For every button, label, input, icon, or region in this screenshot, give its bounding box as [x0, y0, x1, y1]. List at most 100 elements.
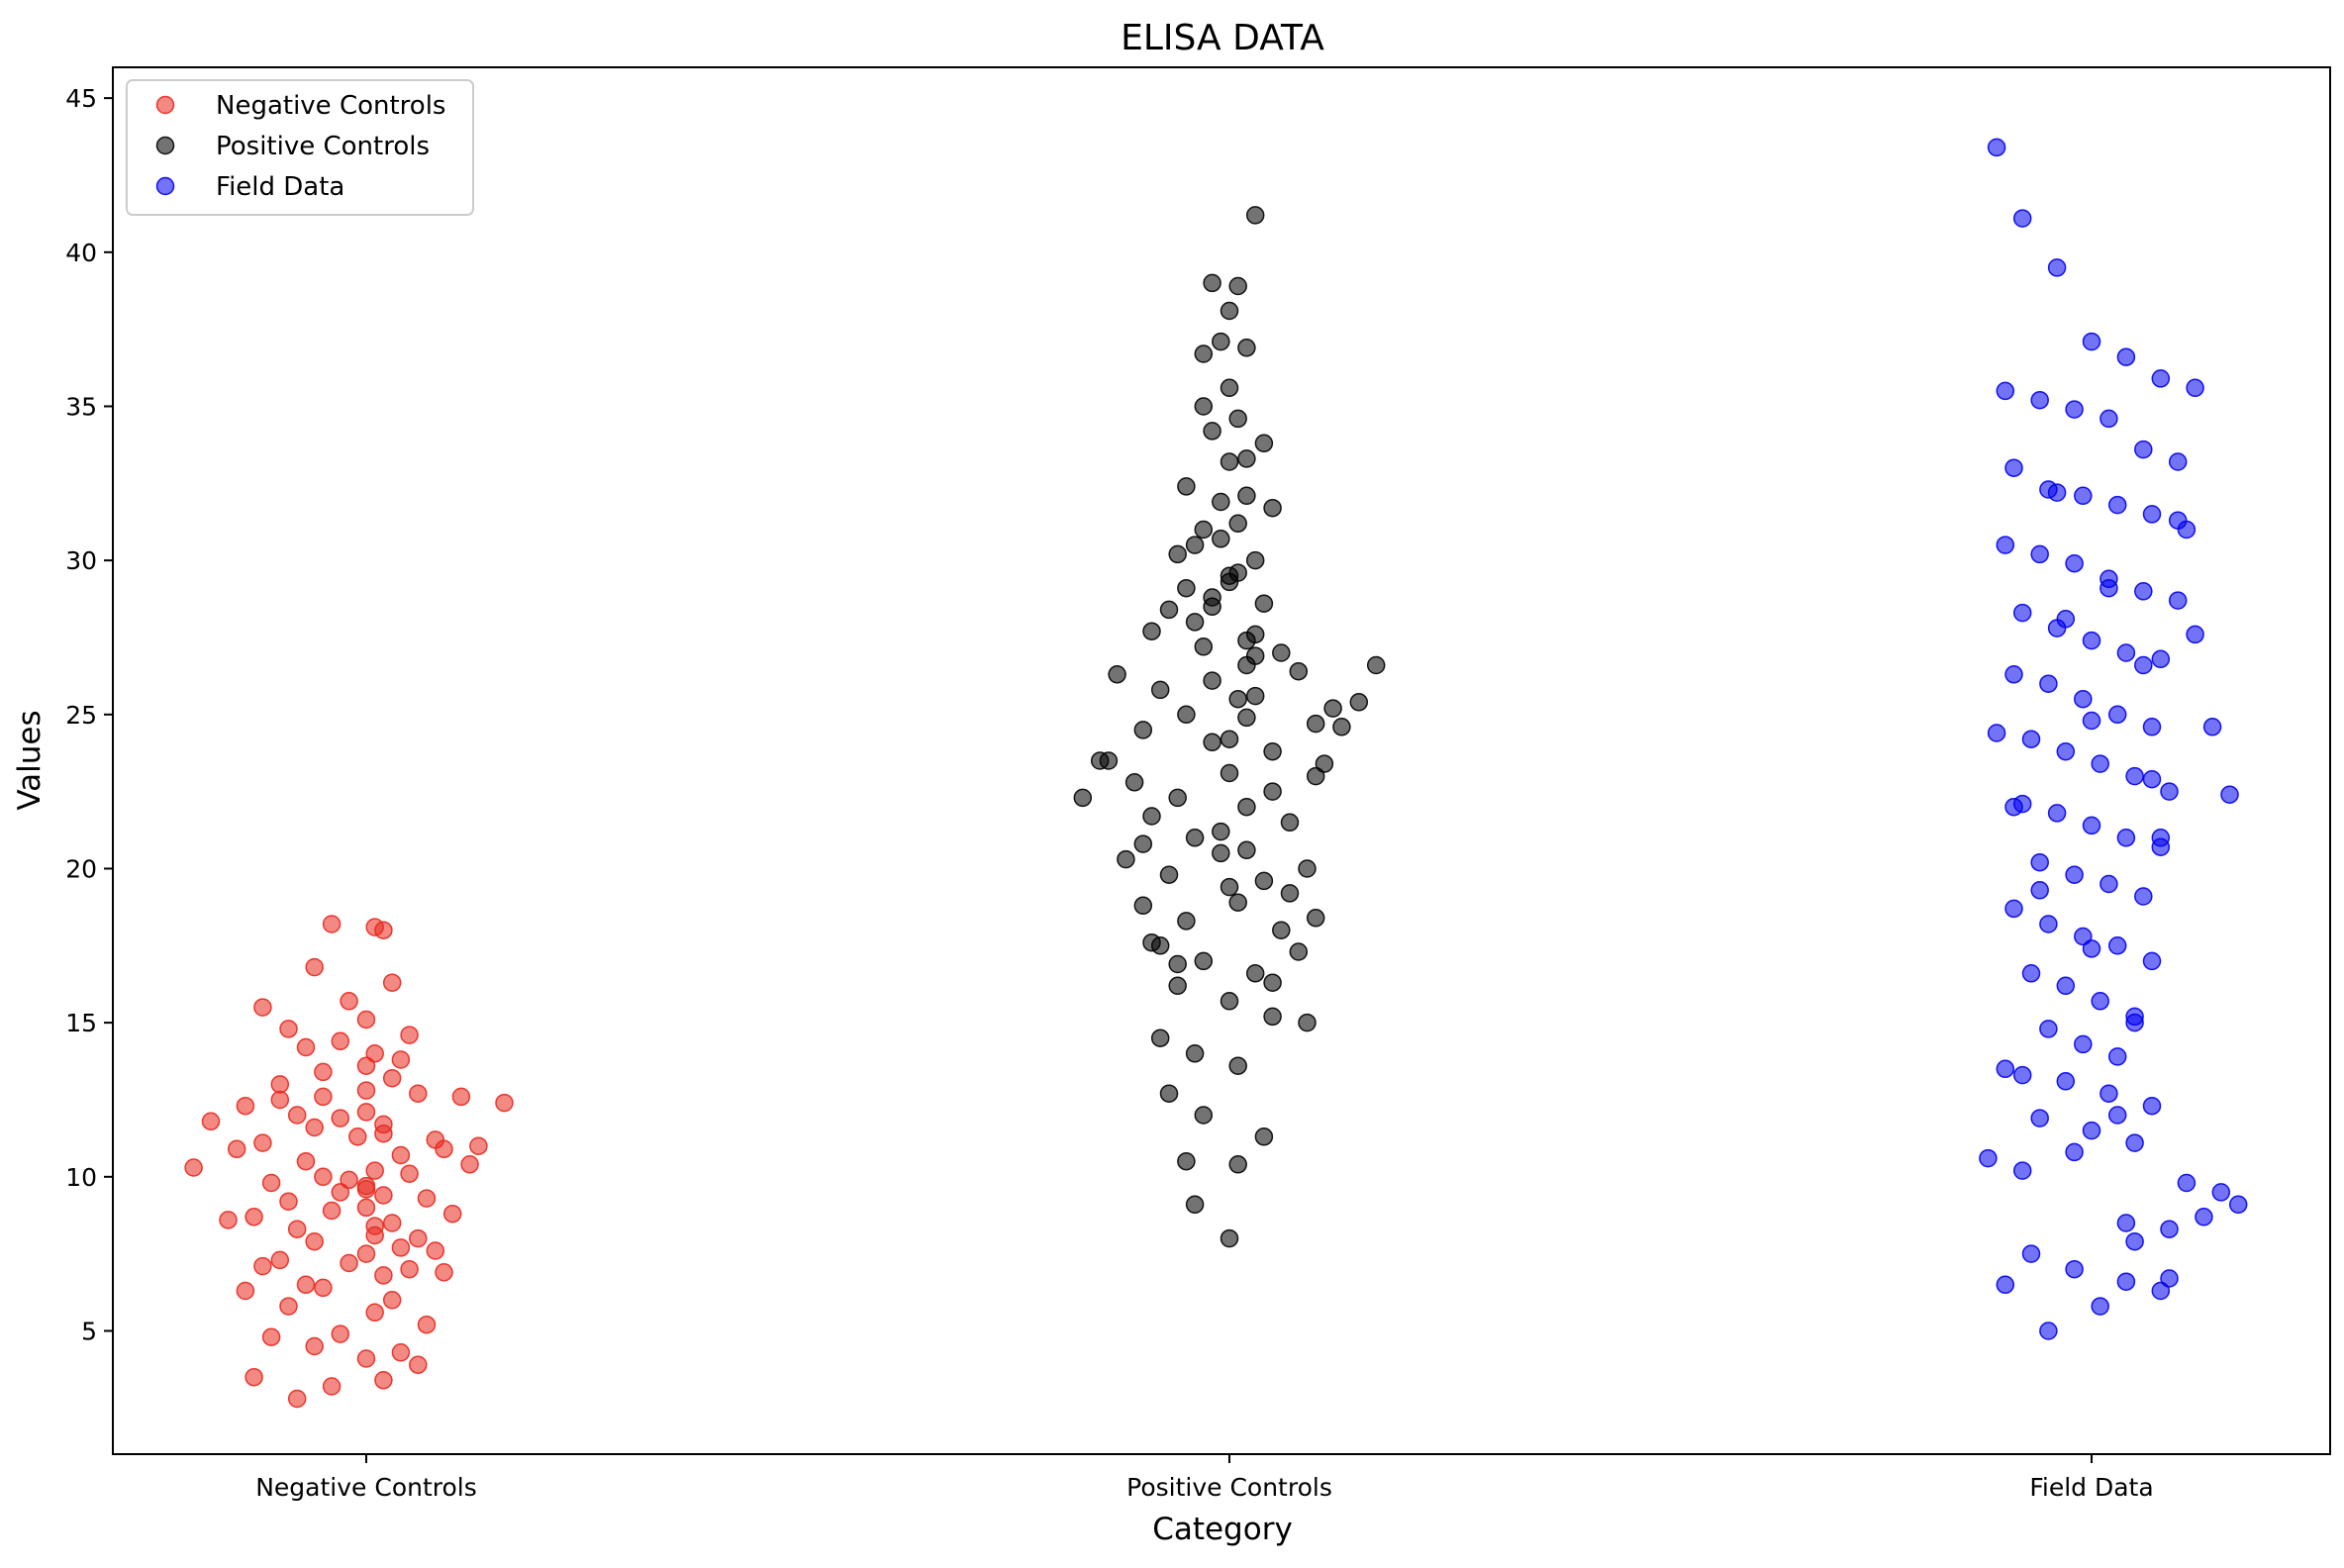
- data-point: [2012, 209, 2032, 228]
- data-point: [1177, 1151, 1196, 1171]
- data-point: [2030, 852, 2049, 872]
- data-point: [1298, 859, 1317, 878]
- data-point: [1280, 813, 1300, 833]
- data-point: [2151, 649, 2171, 669]
- data-point: [495, 1093, 514, 1113]
- data-point: [2039, 1322, 2058, 1340]
- data-point: [1228, 514, 1247, 534]
- x-tick-label: Negative Controls: [255, 1473, 477, 1502]
- data-point: [1185, 613, 1205, 632]
- data-point: [1185, 829, 1205, 847]
- data-point: [1185, 1044, 1205, 1063]
- data-point: [2107, 936, 2127, 955]
- y-axis: 5 10 15 20 25 30 35 40 45: [65, 84, 113, 1345]
- data-point: [340, 1253, 358, 1273]
- data-point: [1366, 655, 1386, 675]
- data-point: [1228, 409, 1247, 429]
- data-point: [1194, 520, 1214, 539]
- data-point: [469, 1136, 488, 1155]
- data-point: [2211, 1183, 2231, 1202]
- data-point: [2074, 1034, 2093, 1054]
- data-point: [1228, 1155, 1247, 1174]
- data-point: [451, 1087, 471, 1107]
- data-point: [1280, 884, 1300, 903]
- data-point: [2134, 582, 2153, 601]
- data-point: [2228, 1195, 2248, 1215]
- data-point: [400, 1259, 419, 1279]
- data-point: [2100, 874, 2118, 894]
- data-point: [1212, 332, 1230, 351]
- data-point: [365, 1161, 384, 1180]
- data-point: [331, 1324, 350, 1343]
- data-point: [261, 1173, 281, 1193]
- data-point: [435, 1139, 453, 1159]
- data-point: [2039, 674, 2058, 693]
- data-point: [1212, 492, 1230, 512]
- data-point: [2160, 782, 2179, 801]
- data-point: [409, 1084, 428, 1103]
- data-point: [2125, 1013, 2144, 1032]
- data-point: [382, 973, 402, 992]
- data-point: [227, 1139, 246, 1159]
- data-point: [1263, 782, 1282, 801]
- data-point: [1245, 686, 1265, 706]
- data-point: [2142, 769, 2162, 789]
- data-point: [2116, 347, 2136, 366]
- y-tick-label: 10: [65, 1163, 97, 1192]
- data-point: [1168, 976, 1187, 996]
- data-point: [279, 1192, 298, 1211]
- data-point: [2030, 1109, 2049, 1127]
- data-point: [400, 1026, 419, 1044]
- data-point: [1185, 536, 1205, 554]
- data-point: [2168, 511, 2188, 530]
- data-point: [1099, 751, 1119, 770]
- data-point: [296, 1275, 316, 1295]
- data-point: [1228, 893, 1247, 912]
- data-point: [2082, 939, 2101, 958]
- data-point: [1177, 705, 1196, 725]
- data-point: [2012, 1065, 2032, 1085]
- points-layer: [184, 138, 2248, 1409]
- data-point: [391, 1050, 411, 1069]
- data-point: [1150, 680, 1170, 700]
- data-point: [1194, 344, 1214, 363]
- data-point: [2202, 718, 2222, 736]
- data-point: [2142, 1096, 2162, 1116]
- data-point: [417, 1189, 437, 1208]
- data-point: [331, 1031, 350, 1051]
- data-point: [322, 1377, 342, 1396]
- data-point: [2056, 976, 2076, 996]
- data-point: [1996, 1275, 2015, 1295]
- data-point: [1237, 339, 1256, 357]
- data-point: [2134, 887, 2153, 906]
- data-point: [1168, 954, 1187, 974]
- data-point: [2107, 1047, 2127, 1066]
- data-point: [382, 1291, 402, 1310]
- data-point: [374, 1115, 393, 1134]
- data-point: [1263, 741, 1282, 761]
- data-point: [1254, 594, 1274, 613]
- data-point: [305, 957, 324, 977]
- data-point: [1212, 530, 1230, 548]
- data-point: [356, 1244, 376, 1263]
- data-point: [2186, 378, 2204, 398]
- data-point: [1220, 378, 1239, 398]
- data-point: [270, 1075, 290, 1094]
- data-point: [2134, 655, 2153, 675]
- data-point: [1159, 865, 1179, 884]
- data-point: [1245, 550, 1265, 570]
- data-point: [2082, 332, 2101, 351]
- data-point: [2004, 458, 2023, 477]
- data-point: [2177, 1173, 2197, 1193]
- data-point: [253, 1133, 272, 1152]
- data-point: [2004, 797, 2023, 817]
- data-point: [2186, 625, 2204, 644]
- data-point: [2100, 409, 2118, 429]
- x-tick-label: Positive Controls: [1126, 1473, 1332, 1502]
- chart-title: ELISA DATA: [1121, 18, 1324, 58]
- data-point: [2021, 964, 2041, 983]
- data-point: [1194, 1106, 1214, 1125]
- data-point: [2160, 1269, 2179, 1288]
- data-point: [314, 1062, 333, 1082]
